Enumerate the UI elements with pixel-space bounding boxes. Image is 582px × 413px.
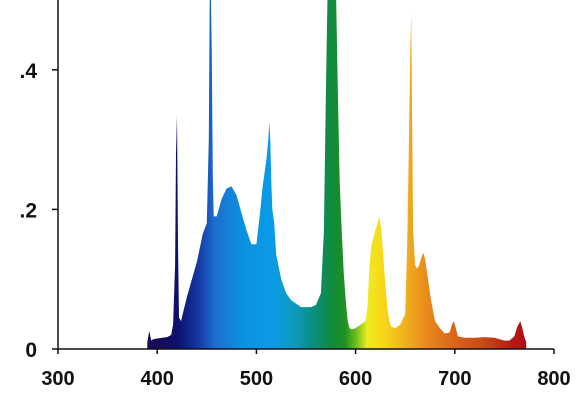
x-tick-label: 400	[141, 368, 174, 390]
plot-area	[147, 0, 527, 349]
x-tick-label: 800	[537, 368, 570, 390]
y-tick-label: .2	[19, 199, 37, 222]
x-tick-label: 500	[240, 368, 273, 390]
y-tick-label: .4	[19, 60, 37, 83]
x-tick-label: 300	[41, 368, 74, 390]
spectrum-area	[147, 0, 527, 349]
axes: 300 400 500 600 700 800 0 .2 .4	[19, 0, 571, 390]
x-tick-label: 700	[438, 368, 471, 390]
y-tick-label: 0	[25, 339, 37, 362]
x-tick-label: 600	[339, 368, 372, 390]
